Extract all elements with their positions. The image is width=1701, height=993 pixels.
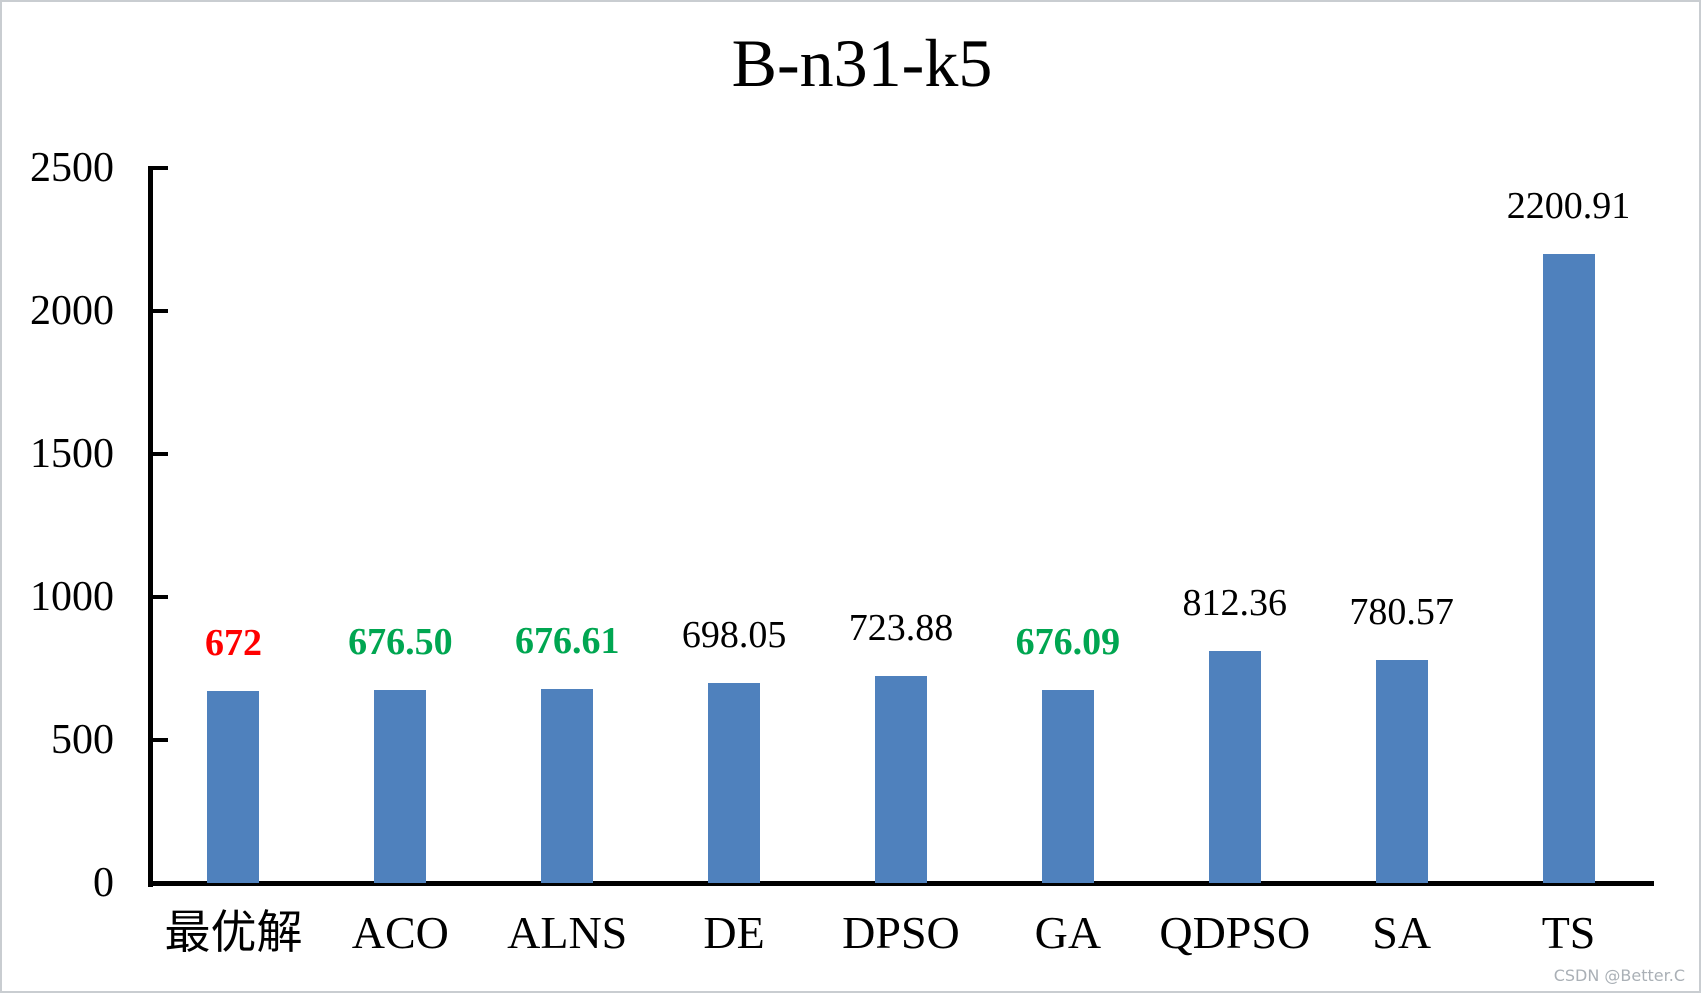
bar bbox=[207, 690, 260, 883]
bar bbox=[1208, 650, 1261, 883]
bar-value-label: 812.36 bbox=[1182, 581, 1288, 624]
bar-value-label: 2200.91 bbox=[1506, 184, 1631, 227]
y-axis-line bbox=[148, 166, 153, 887]
bar bbox=[1375, 659, 1428, 883]
watermark: CSDN @Better.C bbox=[1553, 966, 1685, 985]
x-axis-category-label: 最优解 bbox=[164, 907, 303, 958]
bar-value-label: 676.61 bbox=[514, 620, 620, 663]
y-axis-tick-label: 0 bbox=[93, 860, 114, 906]
y-axis-tick-mark bbox=[152, 309, 168, 313]
x-axis-line bbox=[148, 881, 1654, 886]
y-axis-tick-mark bbox=[152, 166, 168, 170]
x-axis-category-label: DPSO bbox=[842, 907, 960, 958]
bar bbox=[1542, 253, 1595, 883]
y-axis-tick-label: 2500 bbox=[30, 145, 114, 191]
y-axis-tick-mark bbox=[152, 738, 168, 742]
x-axis-category-label: QDPSO bbox=[1159, 907, 1311, 958]
y-axis-tick-label: 2000 bbox=[30, 288, 114, 334]
y-axis-tick-label: 1500 bbox=[30, 431, 114, 477]
bar-value-label: 780.57 bbox=[1349, 590, 1454, 633]
bar-value-label: 676.09 bbox=[1015, 620, 1121, 663]
x-axis-category-label: TS bbox=[1541, 907, 1596, 958]
x-axis-category-label: GA bbox=[1034, 907, 1102, 958]
bar bbox=[541, 689, 594, 883]
bar-value-label: 672 bbox=[204, 621, 262, 664]
x-axis-category-label: ALNS bbox=[507, 907, 628, 958]
y-axis-tick-label: 1000 bbox=[30, 574, 114, 620]
x-axis-category-label: DE bbox=[703, 907, 765, 958]
bar-value-label: 698.05 bbox=[681, 614, 787, 657]
x-axis-category-label: ACO bbox=[351, 907, 449, 958]
bar bbox=[1041, 689, 1094, 883]
bar bbox=[374, 689, 427, 883]
y-axis-tick-mark bbox=[152, 595, 168, 599]
bar-value-label: 723.88 bbox=[848, 606, 954, 649]
chart-title: B-n31-k5 bbox=[731, 25, 993, 101]
bar-value-label: 676.50 bbox=[348, 620, 453, 663]
y-axis-tick-label: 500 bbox=[51, 717, 114, 763]
bar bbox=[708, 683, 761, 883]
y-axis-tick-mark bbox=[152, 452, 168, 456]
bar bbox=[875, 675, 927, 883]
x-axis-category-label: SA bbox=[1372, 907, 1432, 958]
